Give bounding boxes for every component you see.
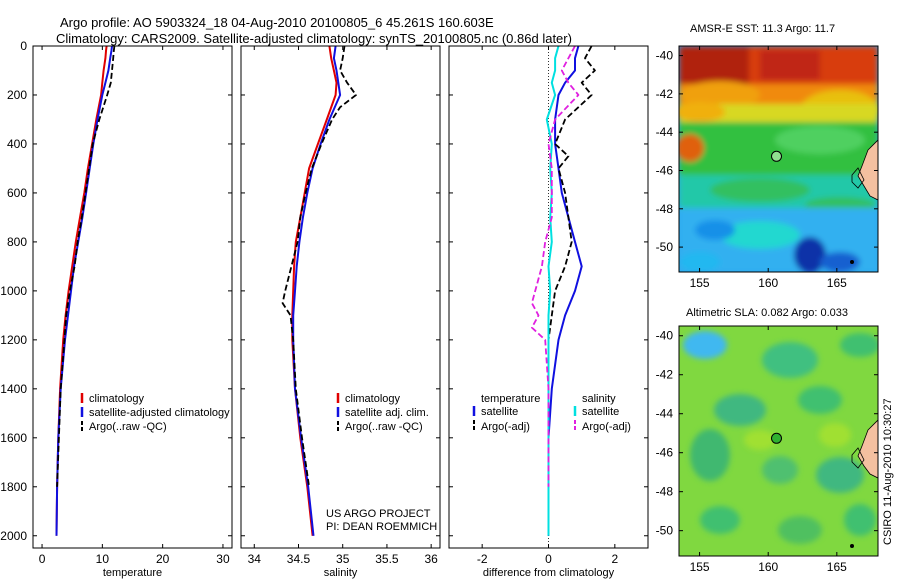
- x-tick-label: 30: [216, 552, 230, 566]
- x-tick-label: 10: [96, 552, 110, 566]
- x-tick-label: -2: [477, 552, 488, 566]
- y-tick-label: 1200: [0, 333, 27, 347]
- series-line-argo-raw-qc-: [56, 45, 116, 487]
- sla-float-marker: [771, 432, 782, 444]
- map-y-tick-label: -46: [656, 163, 674, 177]
- legend-label-argo: Argo(..raw -QC): [89, 421, 167, 433]
- map-x-tick-label: 165: [827, 276, 847, 290]
- x-tick-label: 34.5: [287, 552, 311, 566]
- pi-label: PI: DEAN ROEMMICH: [326, 521, 437, 533]
- series-line-satellite-adjusted-climatology: [55, 45, 113, 536]
- legend-header-temperature: temperature: [481, 393, 540, 405]
- map-x-tick-label: 160: [758, 276, 778, 290]
- series-line-satellite-adj-clim-: [292, 45, 342, 536]
- legend-label-temp-satellite: satellite: [481, 406, 518, 418]
- legend-label-climatology: climatology: [89, 393, 145, 405]
- y-tick-label: 800: [7, 235, 27, 249]
- sst-map-title: AMSR-E SST: 11.3 Argo: 11.7: [690, 23, 835, 35]
- map-y-tick-label: -48: [656, 485, 674, 499]
- y-tick-label: 1400: [0, 382, 27, 396]
- legend-label-sal-argo: Argo(-adj): [582, 421, 631, 433]
- series-line-argo-raw-qc-: [281, 45, 357, 487]
- legend-label-satellite: satellite-adjusted climatology: [89, 407, 230, 419]
- difference-legend: temperature salinity satellite satellite…: [472, 393, 631, 433]
- x-tick-label: 36: [424, 552, 438, 566]
- y-tick-label: 1000: [0, 284, 27, 298]
- x-axis-label: difference from climatology: [483, 567, 615, 579]
- map-x-tick-label: 155: [690, 560, 710, 574]
- map-y-tick-label: -50: [656, 240, 674, 254]
- y-tick-label: 0: [20, 39, 27, 53]
- x-tick-label: 35.5: [375, 552, 399, 566]
- x-tick-label: 35: [336, 552, 350, 566]
- map-y-tick-label: -42: [656, 87, 674, 101]
- sst-field: [679, 46, 878, 272]
- y-tick-label: 1600: [0, 431, 27, 445]
- y-tick-label: 600: [7, 186, 27, 200]
- plot-frame: [240, 45, 441, 549]
- map-x-tick-label: 155: [690, 276, 710, 290]
- map-y-tick-label: -42: [656, 368, 674, 382]
- map-y-tick-label: -50: [656, 524, 674, 538]
- credit-label: CSIRO 11-Aug-2010 10:30:27: [882, 398, 894, 545]
- y-tick-label: 200: [7, 88, 27, 102]
- sla-map-title: Altimetric SLA: 0.082 Argo: 0.033: [686, 307, 848, 319]
- map-y-tick-label: -46: [656, 446, 674, 460]
- x-tick-label: 34: [248, 552, 262, 566]
- x-axis-label: temperature: [103, 567, 162, 579]
- temperature-profile-panel: 0 10 20 30 temperature 0 200 400 600 800 1000 1200 1…: [0, 39, 233, 579]
- legend-label-sal-satellite: satellite: [582, 406, 619, 418]
- y-tick-label: 400: [7, 137, 27, 151]
- x-tick-label: 0: [545, 552, 552, 566]
- map-x-tick-label: 165: [827, 560, 847, 574]
- series-line-salinity-argo-adj-: [531, 45, 580, 487]
- legend-header-salinity: salinity: [582, 393, 616, 405]
- map-y-tick-label: -40: [656, 329, 674, 343]
- map-y-tick-label: -44: [656, 407, 674, 421]
- map-y-tick-label: -44: [656, 125, 674, 139]
- sst-float-marker: [771, 150, 782, 162]
- x-tick-label: 20: [156, 552, 170, 566]
- map-y-tick-label: -40: [656, 49, 674, 63]
- project-label: US ARGO PROJECT: [326, 508, 431, 520]
- figure-title-line1: Argo profile: AO 5903324_18 04-Aug-2010 …: [60, 15, 494, 30]
- figure-title-line2: Climatology: CARS2009. Satellite-adjuste…: [56, 31, 572, 46]
- sst-map-axes: 155 160 165 -40 -42 -44 -46 -48 -50: [656, 46, 878, 290]
- salinity-profile-panel: 34 34.5 35 35.5 36 salinity: [240, 45, 441, 579]
- x-tick-label: 0: [39, 552, 46, 566]
- legend-label-satellite: satellite adj. clim.: [345, 407, 429, 419]
- y-tick-label: 2000: [0, 529, 27, 543]
- legend-label-argo: Argo(..raw -QC): [345, 421, 423, 433]
- legend-label-temp-argo: Argo(-adj): [481, 421, 530, 433]
- x-tick-label: 2: [611, 552, 618, 566]
- sla-map-panel: Altimetric SLA: 0.082 Argo: 0.033: [656, 307, 879, 574]
- sst-map-panel: AMSR-E SST: 11.3 Argo: 11.7: [656, 23, 879, 290]
- sla-map-axes: 155 160 165 -40 -42 -44 -46 -48 -50: [656, 326, 878, 574]
- x-axis-label: salinity: [324, 567, 358, 579]
- map-x-tick-label: 160: [758, 560, 778, 574]
- temperature-legend: climatology satellite-adjusted climatolo…: [80, 393, 230, 433]
- salinity-legend: climatology satellite adj. clim. Argo(..…: [336, 393, 429, 433]
- y-tick-label: 1800: [0, 480, 27, 494]
- legend-label-climatology: climatology: [345, 393, 401, 405]
- plot-frame: [32, 45, 233, 549]
- map-y-tick-label: -48: [656, 202, 674, 216]
